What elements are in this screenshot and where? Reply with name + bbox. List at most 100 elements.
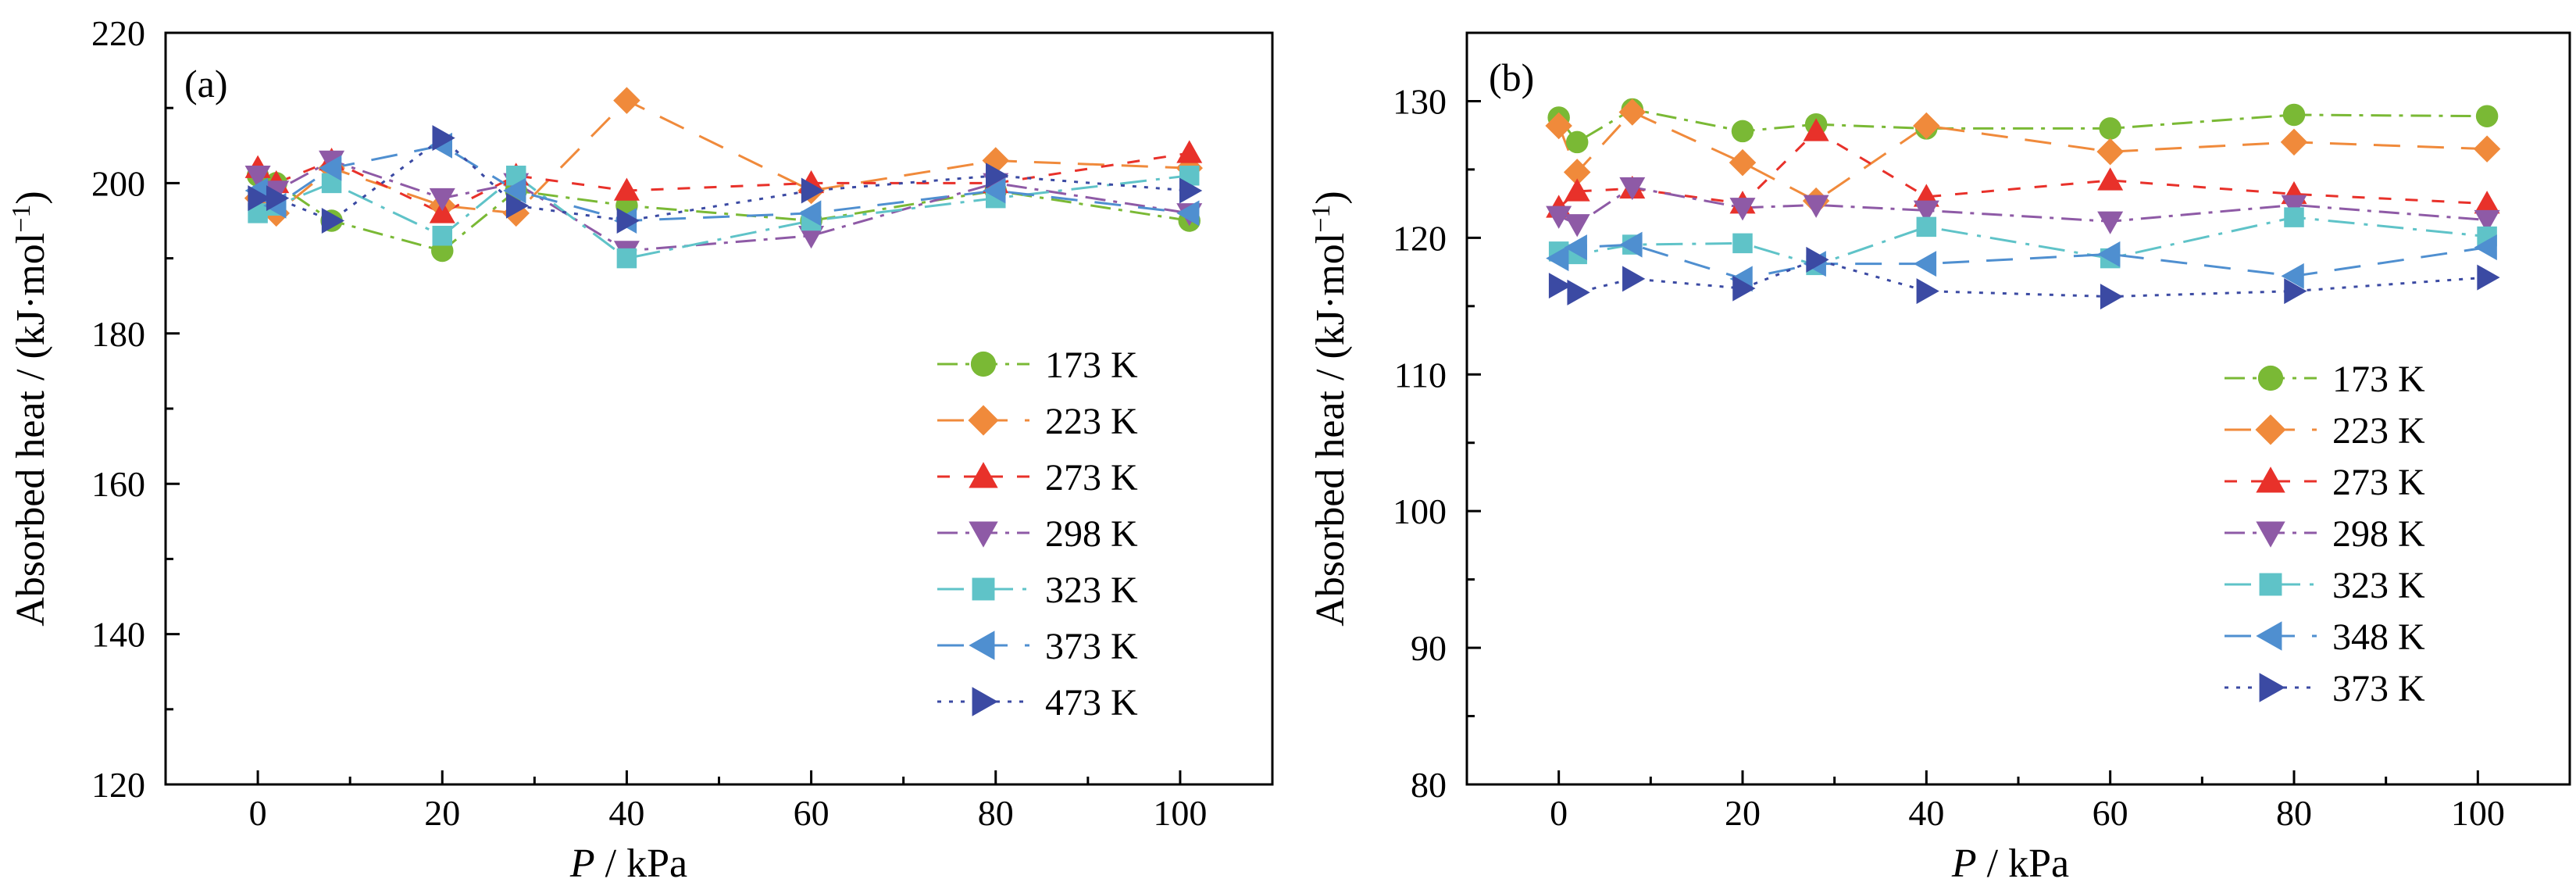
data-point-323k — [1732, 233, 1753, 254]
data-point-323k — [1916, 216, 1937, 238]
data-point-373k — [1548, 273, 1572, 299]
data-point-298k — [1546, 205, 1572, 229]
data-point-473k — [986, 163, 1009, 189]
legend-entry: 323 K — [937, 570, 1138, 611]
panel-a-xlabel: P / kPa — [569, 841, 687, 886]
legend-label: 273 K — [2332, 462, 2425, 503]
panel-a-ytick-label: 180 — [91, 314, 145, 354]
panel-b-xtick-label: 40 — [1908, 793, 1944, 833]
legend-marker — [2256, 466, 2285, 493]
legend-label: 298 K — [2332, 513, 2425, 555]
legend-label: 373 K — [2332, 668, 2425, 709]
panel-b-xtick-label: 20 — [1725, 793, 1761, 833]
data-point-348k — [1564, 234, 1587, 261]
data-point-473k — [432, 125, 455, 152]
panel-b-ytick-label: 90 — [1411, 628, 1447, 668]
series-line-223k — [257, 98, 1190, 215]
data-point-323k — [432, 225, 452, 246]
panel-b-label: (b) — [1489, 55, 1534, 99]
panel-b-ytick-label: 120 — [1393, 218, 1447, 258]
legend-entry: 373 K — [2225, 668, 2425, 709]
legend-entry: 298 K — [937, 513, 1138, 555]
data-point-298k — [2474, 209, 2500, 234]
data-point-298k — [798, 225, 825, 249]
data-point-273k — [2474, 191, 2500, 214]
panel-a-xtick-label: 80 — [978, 793, 1014, 833]
data-point-298k — [1803, 195, 1829, 218]
data-point-298k — [1729, 198, 1756, 221]
panel-b-xtick-label: 0 — [1550, 793, 1568, 833]
data-point-223k — [613, 87, 640, 114]
data-point-298k — [2281, 195, 2307, 218]
legend-label: 223 K — [1045, 401, 1138, 442]
legend-marker — [2256, 621, 2282, 651]
panel-a-ytick-label: 200 — [91, 163, 145, 203]
data-point-173k — [2282, 103, 2306, 127]
data-point-373k — [1806, 246, 1829, 273]
panel-b-ytick-label: 100 — [1393, 491, 1447, 531]
panel-b-xtick-label: 80 — [2276, 793, 2312, 833]
series-line-473k — [258, 136, 1190, 223]
data-point-473k — [1179, 177, 1203, 204]
legend-marker — [970, 351, 997, 377]
data-point-348k — [1546, 245, 1569, 272]
legend-label: 173 K — [2332, 359, 2425, 400]
data-point-223k — [2096, 138, 2124, 166]
legend-entry: 223 K — [2225, 410, 2425, 452]
data-point-223k — [1618, 98, 1647, 126]
data-point-348k — [1619, 231, 1643, 258]
panel-b-ytick-label: 110 — [1394, 355, 1447, 395]
panel-b: 0 20 40 60 80 100 80 90 100 110 120 130 (b) Absorbe… — [1307, 31, 2571, 886]
data-point-348k — [1913, 251, 1937, 277]
data-point-373k — [2100, 284, 2124, 310]
panel-a-ytick-label: 220 — [91, 13, 145, 53]
legend-marker — [2259, 573, 2282, 596]
panel-a-ytick-label: 160 — [91, 464, 145, 504]
legend-entry: 273 K — [2225, 462, 2425, 503]
data-point-323k — [2284, 207, 2304, 227]
panel-a-plot-area: 0 20 40 60 80 100 120 140 160 180 200 220 — [91, 13, 1274, 833]
data-point-373k — [798, 200, 822, 227]
data-point-223k — [1913, 112, 1940, 140]
data-point-173k — [1565, 130, 1589, 154]
legend-entry: 273 K — [937, 457, 1138, 498]
data-point-223k — [1563, 159, 1591, 186]
data-point-348k — [2474, 234, 2497, 261]
data-point-298k — [429, 188, 455, 212]
panel-b-legend: 173 K 223 K 273 K 298 K 323 K 348 K 373 K — [2225, 359, 2425, 709]
data-point-473k — [616, 208, 640, 234]
data-point-473k — [321, 208, 345, 234]
panel-a-axes: 0 20 40 60 80 100 120 140 160 180 200 220 — [91, 13, 1207, 833]
data-point-323k — [616, 248, 637, 269]
panel-b-ylabel: Absorbed heat / (kJ·mol−1) — [1307, 191, 1353, 627]
data-point-298k — [244, 166, 271, 189]
panel-b-series-lines — [1557, 108, 2488, 298]
legend-entry: 223 K — [937, 401, 1138, 442]
panel-b-ytick-label: 80 — [1411, 765, 1447, 805]
data-point-373k — [983, 177, 1006, 204]
legend-label: 348 K — [2332, 616, 2425, 658]
legend-label: 323 K — [1045, 570, 1138, 611]
panel-a-ytick-label: 120 — [91, 765, 145, 805]
legend-entry: 473 K — [937, 682, 1138, 723]
data-point-373k — [1622, 266, 1646, 292]
data-point-298k — [1619, 177, 1646, 201]
legend-entry: 373 K — [937, 626, 1138, 667]
data-point-373k — [503, 177, 526, 204]
series-line-298k — [1558, 186, 2488, 226]
legend-marker — [968, 405, 999, 436]
legend-entry: 348 K — [2225, 616, 2425, 658]
panel-b-plot-area: 0 20 40 60 80 100 80 90 100 110 120 130 — [1393, 31, 2571, 833]
panel-b-xtick-label: 100 — [2451, 793, 2505, 833]
panel-a-label: (a) — [184, 62, 228, 105]
data-point-173k — [1731, 120, 1754, 143]
panel-a-legend: 173 K 223 K 273 K 298 K 323 K 373 K 473 K — [937, 345, 1138, 723]
panel-a-series-lines — [257, 98, 1190, 260]
data-point-273k — [429, 200, 455, 223]
series-line-373k — [1558, 258, 2488, 298]
series-line-223k — [1557, 110, 2488, 202]
data-point-373k — [1567, 279, 1590, 305]
panel-a-xtick-label: 60 — [794, 793, 830, 833]
legend-label: 223 K — [2332, 410, 2425, 452]
